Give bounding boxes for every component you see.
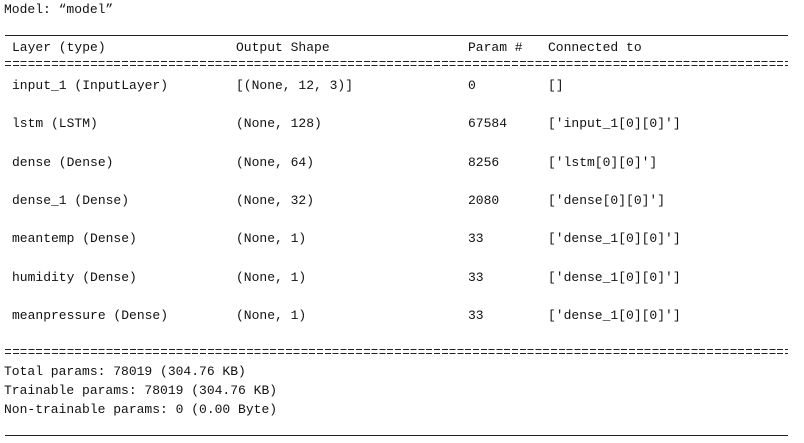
cell: 2080 bbox=[468, 192, 500, 208]
cell: (None, 1) bbox=[236, 307, 307, 323]
cell: input_1 (InputLayer) bbox=[12, 78, 169, 93]
model-title: Model: “model” bbox=[4, 2, 114, 17]
cell: (None, 1) bbox=[236, 269, 307, 285]
cell: (None, 1) bbox=[236, 231, 307, 247]
cell: ['dense_1[0][0]'] bbox=[548, 269, 681, 285]
cell: ['dense_1[0][0]'] bbox=[548, 231, 681, 247]
cell: ['input_1[0][0]'] bbox=[548, 116, 681, 132]
cell: ['dense_1[0][0]'] bbox=[548, 307, 681, 323]
cell: (None, 32) bbox=[236, 192, 315, 208]
cell: dense (Dense) bbox=[12, 154, 114, 170]
cell: 33 bbox=[468, 269, 484, 285]
cell: lstm (LSTM) bbox=[12, 116, 98, 132]
column-header: Connected to bbox=[548, 40, 642, 55]
cell: humidity (Dense) bbox=[12, 269, 137, 285]
summary-line: Trainable params: 78019 (304.76 KB) bbox=[4, 383, 278, 398]
separator bbox=[5, 435, 788, 436]
column-header: Layer (type) bbox=[12, 40, 106, 55]
cell: ['dense[0][0]'] bbox=[548, 192, 666, 208]
cell: meanpressure (Dense) bbox=[12, 307, 169, 323]
cell: dense_1 (Dense) bbox=[12, 192, 130, 208]
cell: [] bbox=[548, 78, 564, 93]
separator bbox=[5, 61, 788, 66]
cell: (None, 128) bbox=[236, 116, 322, 132]
cell: ['lstm[0][0]'] bbox=[548, 154, 658, 170]
cell: 33 bbox=[468, 307, 484, 323]
cell: 8256 bbox=[468, 154, 500, 170]
column-header: Output Shape bbox=[236, 40, 330, 55]
column-header: Param # bbox=[468, 40, 523, 55]
separator bbox=[5, 35, 788, 36]
separator bbox=[5, 349, 788, 354]
cell: 67584 bbox=[468, 116, 508, 132]
cell: [(None, 12, 3)] bbox=[236, 78, 354, 93]
cell: (None, 64) bbox=[236, 154, 315, 170]
summary-line: Total params: 78019 (304.76 KB) bbox=[4, 364, 246, 379]
summary-line: Non-trainable params: 0 (0.00 Byte) bbox=[4, 402, 278, 417]
cell: 33 bbox=[468, 231, 484, 247]
cell: meantemp (Dense) bbox=[12, 231, 137, 247]
cell: 0 bbox=[468, 78, 476, 93]
